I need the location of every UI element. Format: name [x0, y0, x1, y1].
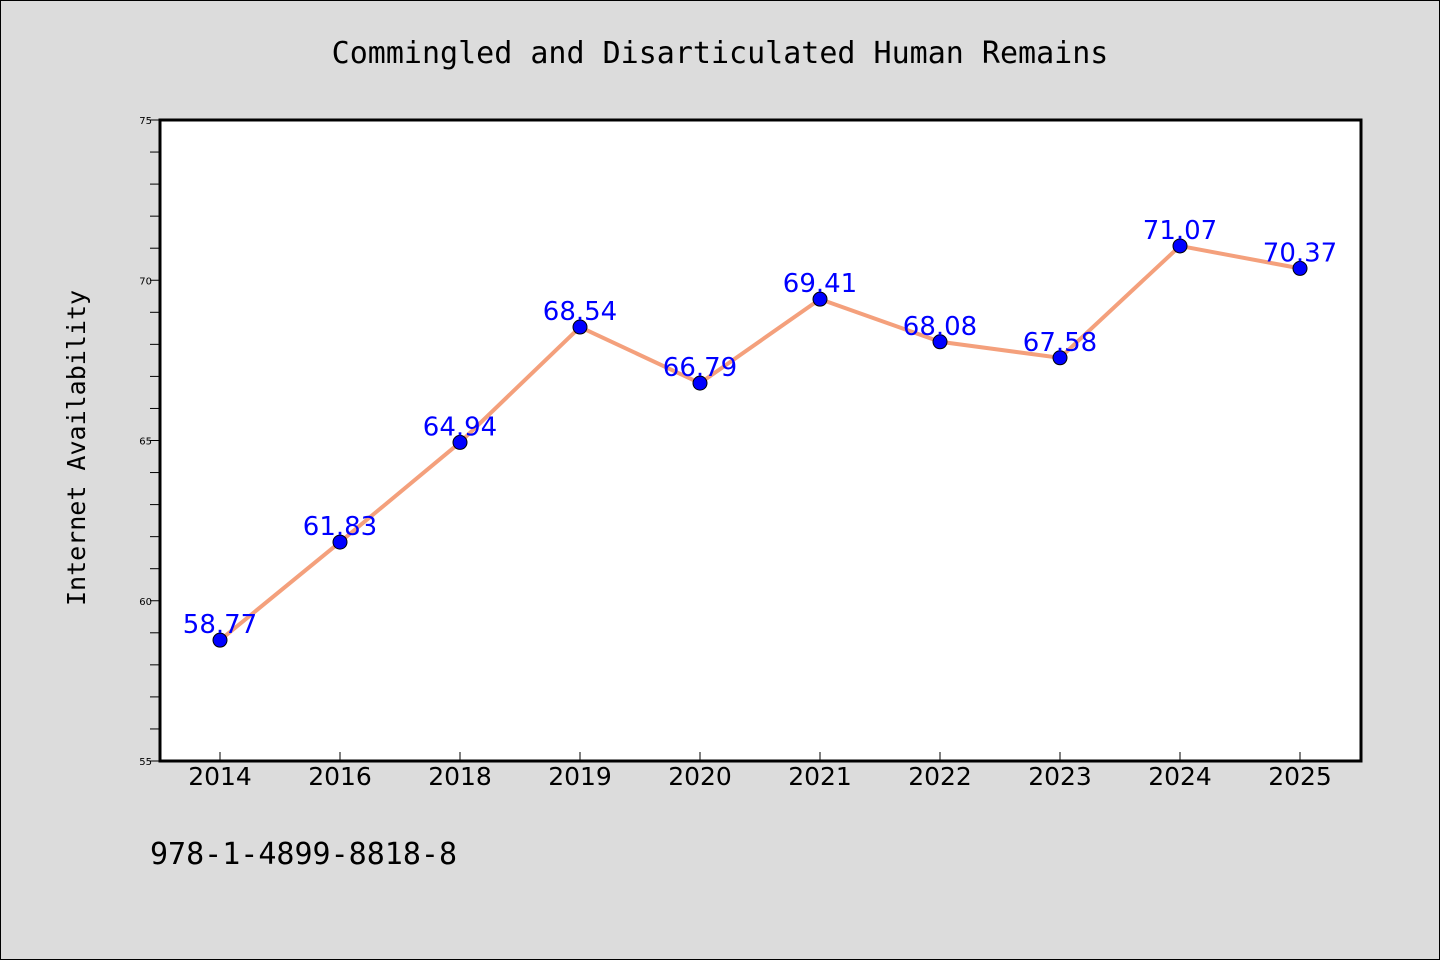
data-point — [812, 291, 828, 307]
plot-area — [160, 120, 1361, 761]
y-tick-label: 70 — [139, 276, 152, 287]
data-label: 68.54 — [543, 297, 617, 327]
x-tick-label: 2018 — [428, 762, 492, 791]
data-label: 67.58 — [1023, 328, 1097, 358]
data-label: 69.41 — [783, 269, 857, 299]
data-point — [692, 375, 708, 391]
y-tick-label: 65 — [139, 437, 152, 448]
data-labels-group: 58.77 61.83 64.94 68.54 66.79 69.41 68.08 67.58… — [183, 216, 1337, 640]
data-point — [452, 434, 468, 450]
y-tick-label: 60 — [139, 597, 152, 608]
x-tick-label: 2020 — [668, 762, 732, 791]
y-tick-label: 75 — [139, 116, 152, 127]
x-tick-label: 2019 — [548, 762, 612, 791]
isbn-text: 978-1-4899-8818-8 — [150, 837, 457, 872]
y-tick-label: 55 — [139, 757, 152, 768]
data-point — [1172, 238, 1188, 254]
data-point — [1052, 350, 1068, 366]
data-label: 70.37 — [1263, 238, 1337, 268]
x-tick-label: 2023 — [1028, 762, 1092, 791]
data-point — [212, 632, 228, 648]
y-axis-label: Internet Availability — [62, 290, 91, 606]
x-tick-label: 2022 — [908, 762, 972, 791]
data-label: 58.77 — [183, 610, 257, 640]
x-tick-label: 2021 — [788, 762, 852, 791]
series-line-group — [218, 243, 1302, 643]
x-tick-label: 2014 — [188, 762, 252, 791]
series-line — [218, 243, 1302, 643]
data-label: 68.08 — [903, 312, 977, 342]
x-tick-label: 2024 — [1148, 762, 1212, 791]
x-axis: 2014 2016 2018 2019 2020 2021 2022 2023 2024 2025 — [188, 752, 1332, 791]
data-label: 66.79 — [663, 353, 737, 383]
plot-border — [158, 118, 1363, 763]
data-label: 61.83 — [303, 512, 377, 542]
x-tick-label: 2025 — [1268, 762, 1332, 791]
markers-group — [212, 238, 1308, 648]
data-point — [332, 534, 348, 550]
y-axis: 55 60 65 70 75 — [139, 116, 160, 768]
chart-title: Commingled and Disarticulated Human Rema… — [332, 36, 1109, 71]
data-point — [572, 319, 588, 335]
data-label: 71.07 — [1143, 216, 1217, 246]
data-label: 64.94 — [423, 412, 497, 442]
data-point — [1292, 260, 1308, 276]
x-tick-label: 2016 — [308, 762, 372, 791]
data-point — [932, 334, 948, 350]
